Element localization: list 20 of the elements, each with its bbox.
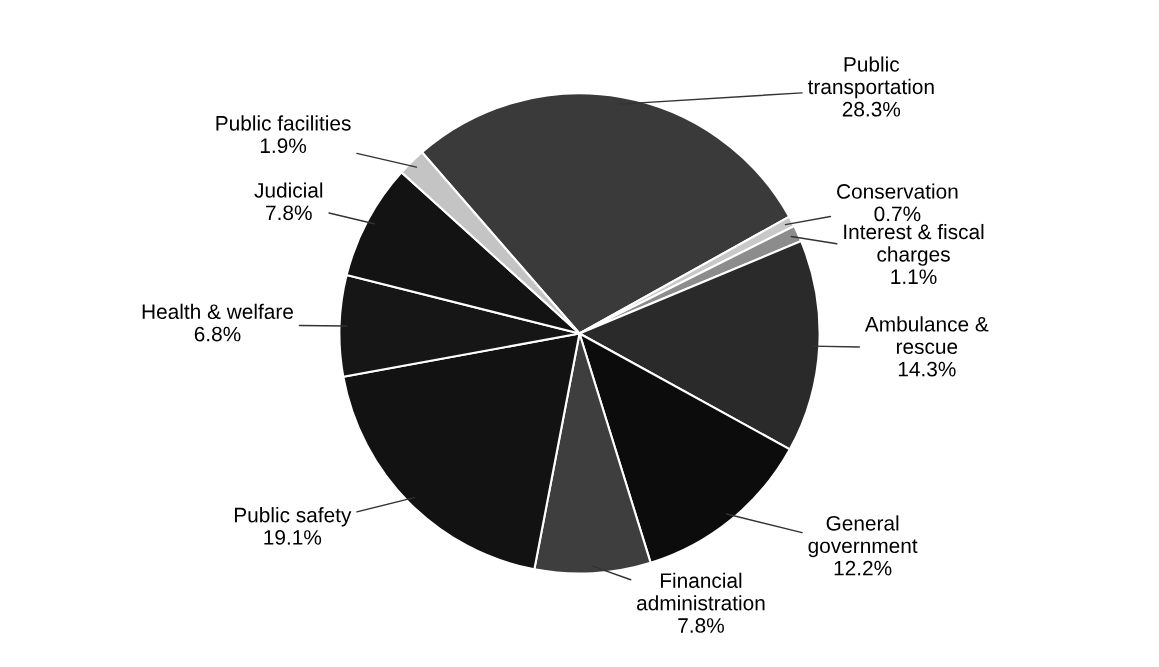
slice-label: Interest & fiscal charges — [844, 223, 984, 266]
slice-label: Judicial — [254, 182, 323, 198]
data-label: 7.8% — [266, 205, 312, 221]
slice-label: Health & welfare — [142, 303, 293, 320]
slice-label: Public facilities — [216, 115, 351, 131]
data-label: 12.2% — [834, 560, 892, 576]
slice-label: Ambulance & rescue — [864, 316, 989, 355]
slice-label: Financial administration — [637, 572, 765, 611]
data-label: 28.3% — [842, 101, 901, 117]
data-label: 1.9% — [260, 138, 307, 154]
slice-label: Conservation — [837, 183, 958, 199]
data-label: 0.7% — [874, 206, 921, 222]
data-label: 7.8% — [678, 618, 724, 633]
slice-label: Public safety — [234, 507, 352, 527]
slice-label: Public transportation — [807, 56, 934, 99]
data-label: 14.3% — [898, 361, 956, 377]
data-label: 1.1% — [891, 269, 937, 285]
data-label: 19.1% — [264, 530, 322, 545]
slice-label: General government — [808, 515, 918, 558]
data-label: 6.8% — [194, 326, 241, 342]
